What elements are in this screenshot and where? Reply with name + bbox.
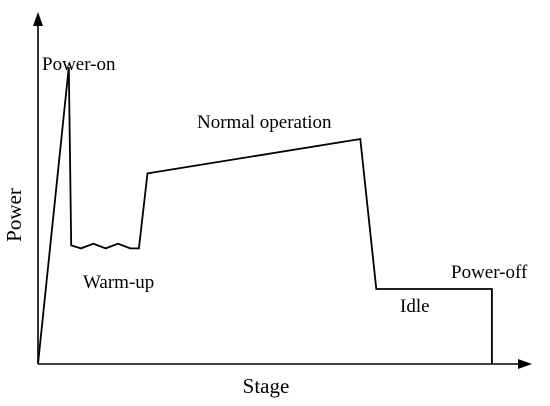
stage-label-idle: Idle — [400, 296, 430, 317]
power-series-line — [37, 67, 493, 365]
stage-label-power-off: Power-off — [451, 262, 528, 283]
stage-label-power-on: Power-on — [42, 54, 116, 75]
stage-label-normal-operation: Normal operation — [197, 112, 332, 133]
stage-label-warm-up: Warm-up — [83, 272, 154, 293]
x-axis-label: Stage — [243, 374, 290, 398]
y-axis-label: Power — [2, 188, 26, 242]
